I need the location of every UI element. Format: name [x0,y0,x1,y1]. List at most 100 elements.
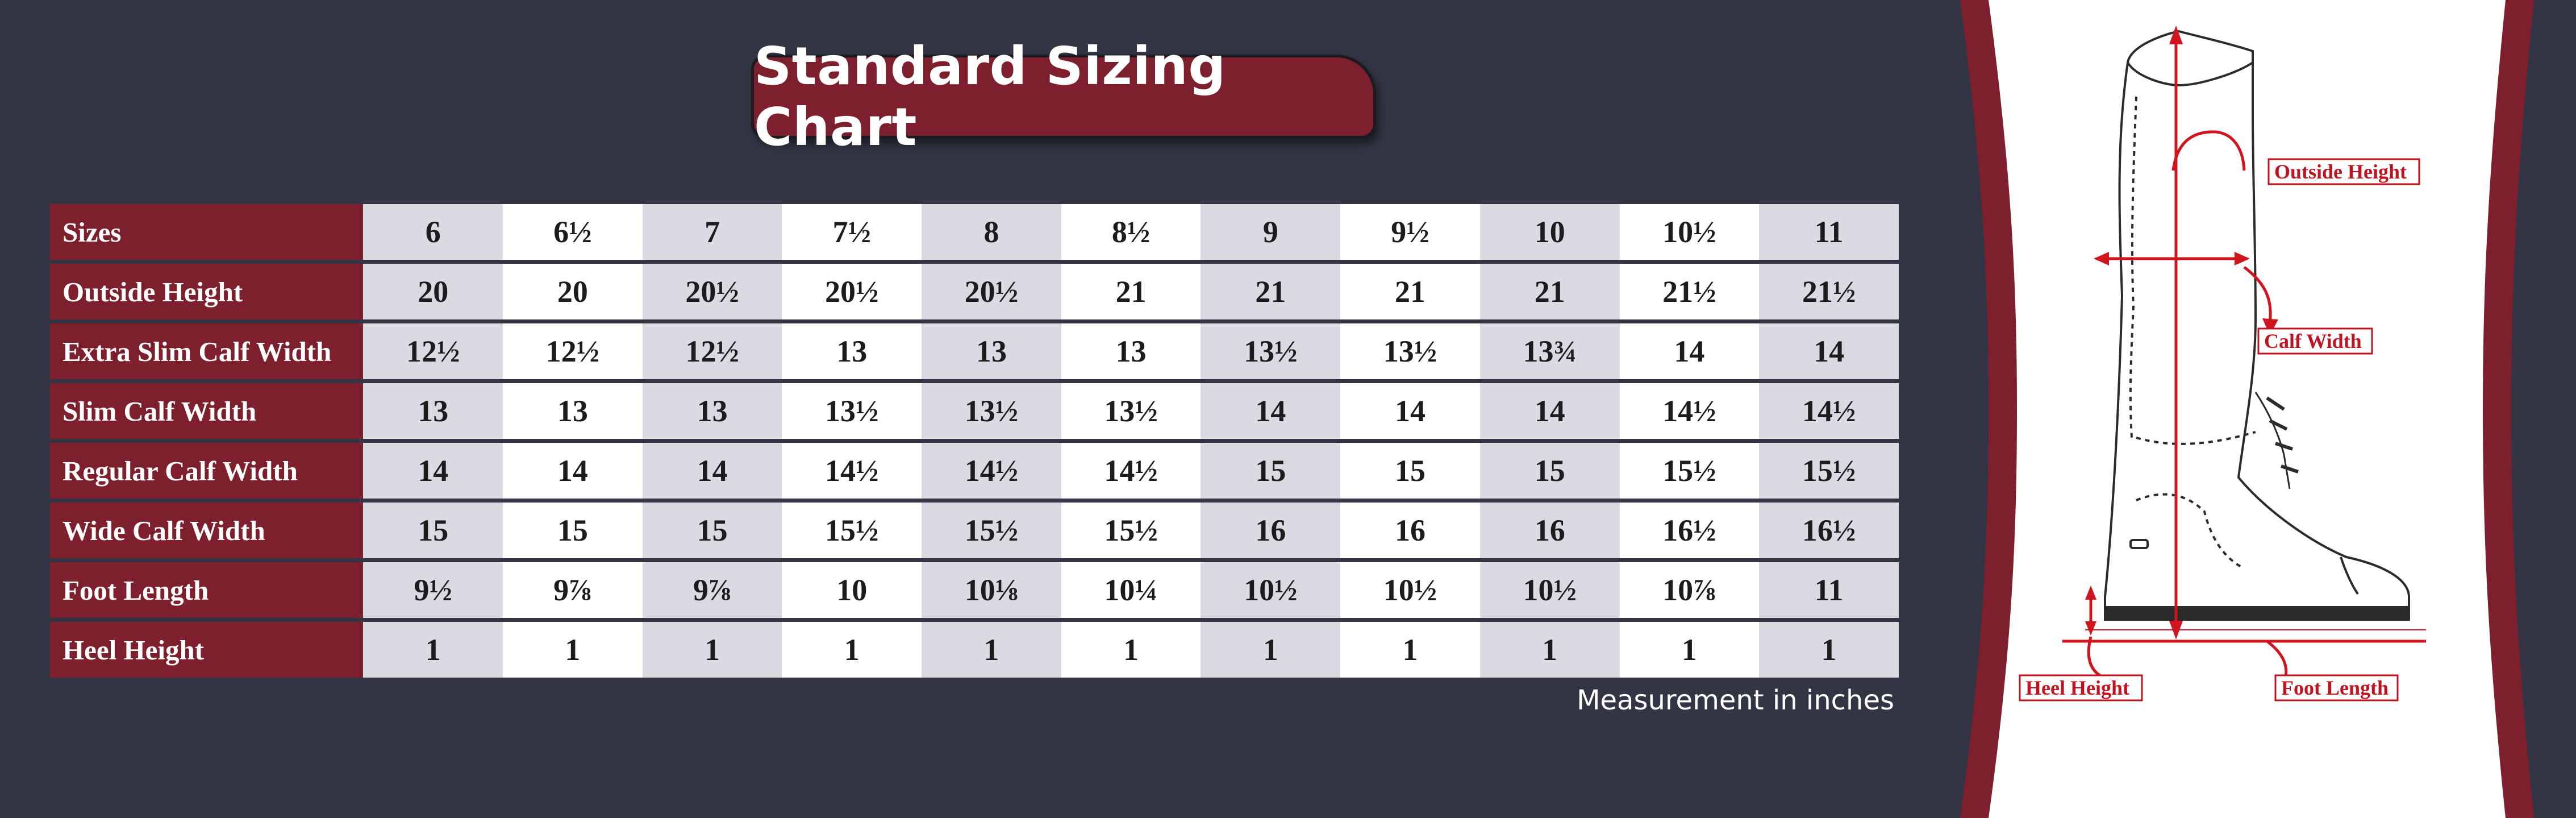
sizing-table: Sizes 6 6½ 7 7½ 8 8½ 9 9½ 10 10½ 11 Outside Height 20… [50,200,1899,682]
row-label: Sizes [50,204,364,260]
table-cell: 1 [1201,622,1341,678]
table-cell: 1 [503,622,643,678]
table-cell: 16½ [1759,503,1899,558]
table-cell: 1 [1619,622,1760,678]
page-title: Standard Sizing Chart [754,36,1226,157]
row-label: Slim Calf Width [50,383,364,439]
table-cell: 9⅞ [503,562,643,618]
table-cell: 1 [1340,622,1480,678]
svg-text:Foot Length: Foot Length [2281,676,2389,699]
table-cell: 11 [1759,204,1899,260]
table-cell: 15 [503,503,643,558]
boot-diagram: Outside Height Calf Width Heel Height Fo… [1960,0,2534,818]
row-label: Foot Length [50,562,364,618]
table-cell: 21 [1061,264,1201,319]
table-cell: 1 [1479,622,1620,678]
table-cell: 20½ [782,264,922,319]
table-cell: 8 [922,204,1061,260]
row-label: Extra Slim Calf Width [50,323,364,379]
table-cell: 10⅞ [1619,562,1760,618]
table-cell: 15½ [922,503,1061,558]
table-cell: 14 [1201,383,1341,439]
table-row: Wide Calf Width 15 15 15 15½ 15½ 15½ 16 16 16 16½ 1… [50,503,1899,558]
table-cell: 15½ [1759,443,1899,499]
table-cell: 9 [1201,204,1341,260]
table-cell: 13½ [782,383,922,439]
table-row: Sizes 6 6½ 7 7½ 8 8½ 9 9½ 10 10½ 11 [50,204,1899,260]
table-cell: 15 [1340,443,1480,499]
svg-text:Calf Width: Calf Width [2264,330,2362,352]
table-row: Extra Slim Calf Width 12½ 12½ 12½ 13 13 13 13½ 1… [50,323,1899,379]
table-cell: 13½ [1340,323,1480,379]
table-cell: 14 [642,443,782,499]
table-cell: 15 [642,503,782,558]
label-outside-height: Outside Height [2267,158,2420,185]
table-cell: 14½ [1061,443,1201,499]
table-cell: 13 [1061,323,1201,379]
table-cell: 21 [1479,264,1620,319]
table-row: Regular Calf Width 14 14 14 14½ 14½ 14½ 15 15 15 1… [50,443,1899,499]
table-cell: 10 [782,562,922,618]
row-label: Wide Calf Width [50,503,364,558]
table-cell: 14½ [1759,383,1899,439]
table-cell: 8½ [1061,204,1201,260]
table-row: Outside Height 20 20 20½ 20½ 20½ 21 21 21 21 21½ 21… [50,264,1899,319]
label-heel-height: Heel Height [2019,674,2143,701]
table-cell: 16 [1340,503,1480,558]
table-cell: 9⅞ [642,562,782,618]
table-cell: 15 [1201,443,1341,499]
table-cell: 15½ [782,503,922,558]
table-cell: 14 [503,443,643,499]
table-cell: 6 [363,204,503,260]
measurement-note: Measurement in inches [1577,684,1894,716]
table-cell: 10½ [1201,562,1341,618]
table-cell: 6½ [503,204,643,260]
table-cell: 14½ [782,443,922,499]
table-cell: 20½ [922,264,1061,319]
table-cell: 13 [922,323,1061,379]
table-cell: 13½ [1061,383,1201,439]
table-cell: 12½ [642,323,782,379]
table-cell: 12½ [363,323,503,379]
table-cell: 16 [1479,503,1620,558]
svg-text:Heel Height: Heel Height [2025,676,2129,699]
svg-text:Outside Height: Outside Height [2274,160,2407,183]
table-cell: 11 [1759,562,1899,618]
table-cell: 9½ [363,562,503,618]
table-cell: 15½ [1619,443,1760,499]
table-cell: 9½ [1340,204,1480,260]
table-cell: 13 [782,323,922,379]
table-cell: 1 [642,622,782,678]
table-cell: 7 [642,204,782,260]
table-cell: 21 [1340,264,1480,319]
title-badge: Standard Sizing Chart [751,36,1376,157]
table-cell: 14 [1340,383,1480,439]
table-cell: 21½ [1759,264,1899,319]
table-cell: 14 [1619,323,1760,379]
row-label: Regular Calf Width [50,443,364,499]
table-cell: 13¾ [1479,323,1620,379]
table-cell: 1 [1061,622,1201,678]
table-cell: 10⅛ [922,562,1061,618]
measurement-lines [2062,26,2426,683]
table-cell: 13 [363,383,503,439]
label-calf-width: Calf Width [2257,327,2373,355]
table-cell: 10¼ [1061,562,1201,618]
table-cell: 14 [1759,323,1899,379]
table-cell: 13½ [922,383,1061,439]
table-cell: 10 [1479,204,1620,260]
table-cell: 20 [503,264,643,319]
table-cell: 1 [782,622,922,678]
table-row: Heel Height 1 1 1 1 1 1 1 1 1 1 1 [50,622,1899,678]
table-cell: 13 [642,383,782,439]
table-cell: 12½ [503,323,643,379]
table-cell: 14½ [922,443,1061,499]
table-cell: 21 [1201,264,1341,319]
table-cell: 20 [363,264,503,319]
table-cell: 10½ [1619,204,1760,260]
table-cell: 14 [363,443,503,499]
table-cell: 1 [1759,622,1899,678]
table-cell: 7½ [782,204,922,260]
table-cell: 16½ [1619,503,1760,558]
table-cell: 10½ [1479,562,1620,618]
